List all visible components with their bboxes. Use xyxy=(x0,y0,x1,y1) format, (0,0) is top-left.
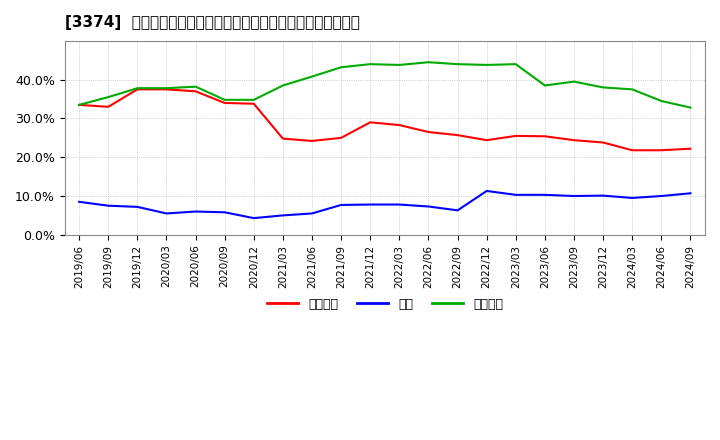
Line: 買入債務: 買入債務 xyxy=(79,62,690,108)
買入債務 xyxy=(686,105,695,110)
買入債務 xyxy=(657,99,666,104)
在庫 xyxy=(599,193,608,198)
買入債務 xyxy=(511,62,520,67)
売上債権 xyxy=(337,135,346,140)
買入債務 xyxy=(192,84,200,89)
在庫 xyxy=(162,211,171,216)
在庫 xyxy=(366,202,374,207)
売上債権 xyxy=(570,138,578,143)
売上債権 xyxy=(192,89,200,94)
売上債権 xyxy=(307,138,316,143)
売上債権 xyxy=(628,147,636,153)
Line: 売上債権: 売上債権 xyxy=(79,89,690,150)
買入債務 xyxy=(133,85,142,91)
Text: [3374]  売上債権、在庫、買入債務の総資産に対する比率の推移: [3374] 売上債権、在庫、買入債務の総資産に対する比率の推移 xyxy=(65,15,359,30)
在庫 xyxy=(250,216,258,221)
在庫 xyxy=(511,192,520,198)
在庫 xyxy=(395,202,404,207)
売上債権 xyxy=(395,122,404,128)
在庫 xyxy=(541,192,549,198)
買入債務 xyxy=(307,74,316,79)
在庫 xyxy=(424,204,433,209)
売上債権 xyxy=(424,129,433,135)
売上債権 xyxy=(541,134,549,139)
在庫 xyxy=(337,202,346,208)
売上債権 xyxy=(511,133,520,139)
買入債務 xyxy=(570,79,578,84)
在庫 xyxy=(570,193,578,198)
買入債務 xyxy=(162,85,171,91)
買入債務 xyxy=(541,83,549,88)
売上債権 xyxy=(162,87,171,92)
売上債権 xyxy=(104,104,112,110)
在庫 xyxy=(104,203,112,209)
買入債務 xyxy=(75,102,84,107)
在庫 xyxy=(686,191,695,196)
売上債権 xyxy=(686,146,695,151)
売上債権 xyxy=(250,101,258,106)
買入債務 xyxy=(337,65,346,70)
売上債権 xyxy=(454,132,462,138)
買入債務 xyxy=(250,97,258,103)
在庫 xyxy=(279,213,287,218)
買入債務 xyxy=(482,62,491,68)
在庫 xyxy=(133,204,142,209)
在庫 xyxy=(628,195,636,201)
買入債務 xyxy=(104,95,112,100)
売上債権 xyxy=(599,140,608,145)
買入債務 xyxy=(424,59,433,65)
買入債務 xyxy=(599,85,608,90)
Line: 在庫: 在庫 xyxy=(79,191,690,218)
在庫 xyxy=(192,209,200,214)
在庫 xyxy=(220,209,229,215)
在庫 xyxy=(454,208,462,213)
買入債務 xyxy=(628,87,636,92)
売上債権 xyxy=(133,87,142,92)
買入債務 xyxy=(366,62,374,67)
売上債権 xyxy=(220,100,229,106)
在庫 xyxy=(657,193,666,198)
売上債権 xyxy=(366,120,374,125)
売上債権 xyxy=(657,147,666,153)
売上債権 xyxy=(75,102,84,107)
在庫 xyxy=(307,211,316,216)
買入債務 xyxy=(279,83,287,88)
売上債権 xyxy=(279,136,287,141)
Legend: 売上債権, 在庫, 買入債務: 売上債権, 在庫, 買入債務 xyxy=(261,293,508,316)
買入債務 xyxy=(220,97,229,103)
売上債権 xyxy=(482,138,491,143)
買入債務 xyxy=(454,62,462,67)
在庫 xyxy=(482,188,491,194)
在庫 xyxy=(75,199,84,205)
買入債務 xyxy=(395,62,404,68)
